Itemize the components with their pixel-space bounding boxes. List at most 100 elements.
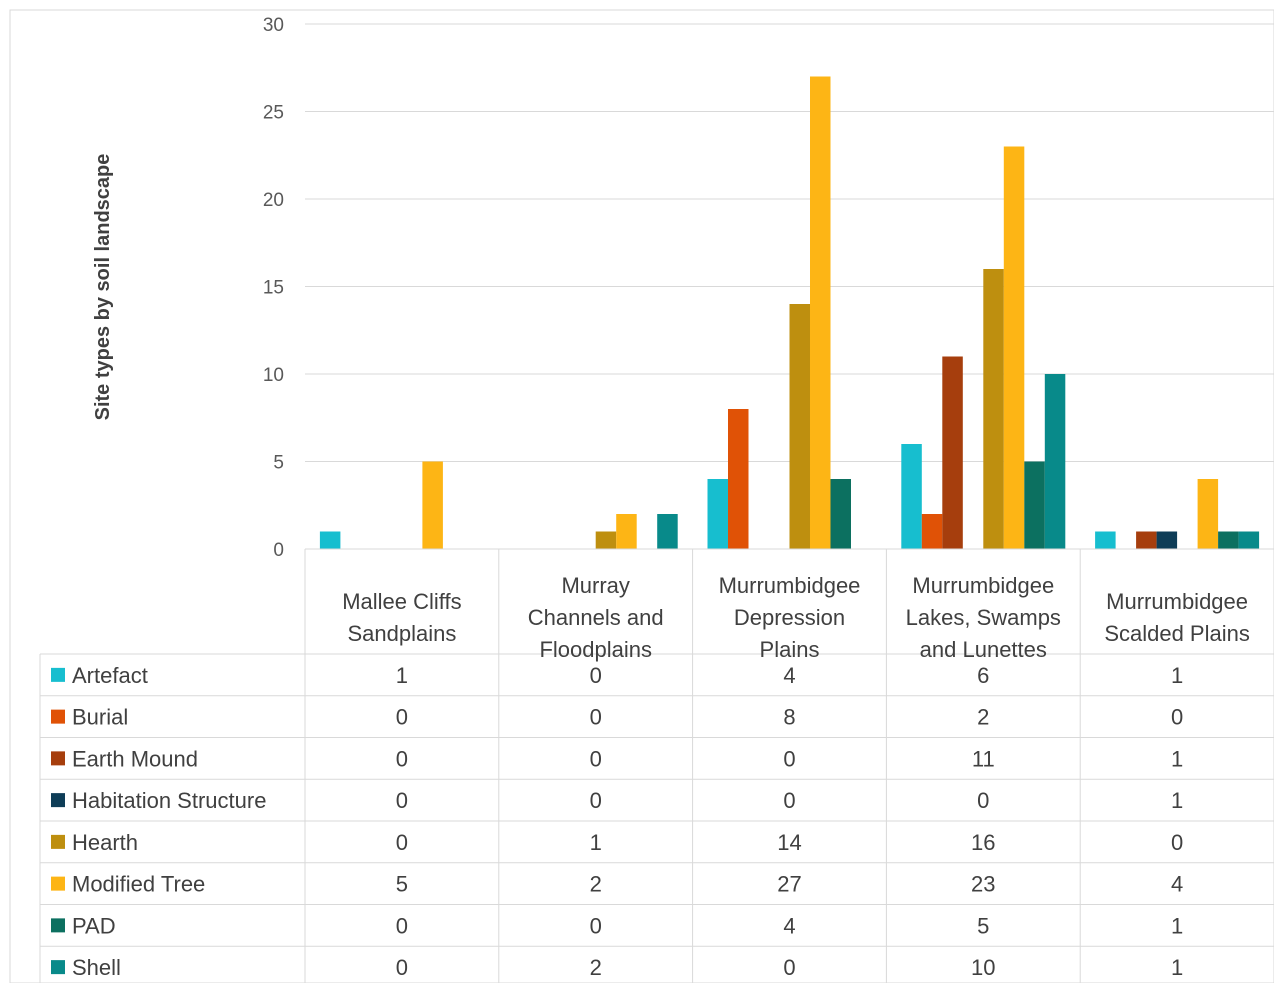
table-value: 23	[971, 872, 995, 897]
bar-shell	[657, 514, 678, 549]
table-value: 0	[590, 705, 602, 730]
table-value: 1	[396, 663, 408, 688]
category-label: Depression	[734, 605, 845, 630]
bar-hearth	[595, 531, 617, 549]
bar-earth-mound	[1136, 531, 1157, 549]
category-label: and Lunettes	[920, 637, 1047, 662]
table-value: 0	[783, 746, 795, 771]
category-label: Murrumbidgee	[912, 573, 1054, 598]
bar-artefact	[707, 479, 728, 549]
table-value: 0	[396, 913, 408, 938]
bar-shell	[1044, 374, 1066, 549]
series-name: PAD	[72, 913, 116, 938]
category-label: Floodplains	[539, 637, 652, 662]
table-value: 0	[783, 788, 795, 813]
table-value: 1	[590, 830, 602, 855]
table-value: 0	[1171, 705, 1183, 730]
bar-pad	[830, 479, 851, 549]
legend-key	[51, 876, 65, 891]
category-label: Murray	[561, 573, 629, 598]
y-tick-label: 10	[263, 365, 284, 386]
bar-earth-mound	[942, 356, 963, 549]
table-value: 0	[590, 788, 602, 813]
y-tick-label: 30	[263, 15, 284, 36]
bar-artefact	[319, 531, 341, 549]
series-name: Modified Tree	[72, 872, 205, 897]
series-name: Earth Mound	[72, 746, 198, 771]
table-value: 0	[396, 788, 408, 813]
category-label: Murrumbidgee	[1106, 589, 1248, 614]
y-tick-label: 20	[263, 190, 284, 211]
table-value: 0	[783, 955, 795, 980]
table-value: 4	[783, 913, 795, 938]
legend-key	[51, 793, 65, 808]
table-value: 0	[396, 746, 408, 771]
legend-key	[51, 918, 65, 933]
bar-artefact	[901, 444, 922, 549]
table-value: 0	[977, 788, 989, 813]
table-value: 11	[972, 746, 995, 771]
table-value: 2	[590, 872, 602, 897]
y-axis-title: Site types by soil landscape	[92, 154, 114, 421]
y-tick-label: 0	[273, 540, 284, 561]
table-value: 1	[1171, 746, 1183, 771]
table-value: 14	[777, 830, 801, 855]
bar-pad	[1024, 461, 1045, 549]
category-label: Mallee Cliffs	[342, 589, 461, 614]
table-value: 0	[396, 830, 408, 855]
table-value: 5	[977, 913, 989, 938]
legend-key	[51, 834, 65, 849]
legend-key	[51, 709, 65, 724]
table-value: 10	[971, 955, 995, 980]
category-label: Plains	[760, 637, 820, 662]
table-value: 16	[971, 830, 995, 855]
bar-modified-tree	[616, 514, 637, 549]
table-value: 0	[590, 663, 602, 688]
y-tick-label: 5	[273, 453, 284, 474]
bar-artefact	[1095, 531, 1116, 549]
data-table: Mallee Cliffs Sandplains Murray Channels an…	[39, 548, 1274, 983]
series-name: Hearth	[72, 830, 138, 855]
table-value: 27	[777, 872, 801, 897]
table-value: 2	[977, 705, 989, 730]
table-value: 0	[396, 955, 408, 980]
bars	[319, 76, 1260, 549]
table-value: 0	[396, 705, 408, 730]
table-value: 1	[1171, 955, 1183, 980]
legend-key	[51, 667, 65, 682]
chart-area-border	[9, 9, 1274, 983]
bar-hearth	[789, 304, 810, 549]
legend-key	[51, 960, 65, 975]
category-label: Lakes, Swamps	[906, 605, 1061, 630]
bar-burial	[728, 409, 749, 549]
category-label: Scalded Plains	[1104, 621, 1250, 646]
category-label: Murrumbidgee	[719, 573, 861, 598]
bar-modified-tree	[1003, 146, 1025, 549]
y-axis-tick-labels: 0 5 10 15 20 25 30	[263, 15, 284, 561]
y-tick-label: 15	[263, 278, 284, 299]
table-value: 2	[590, 955, 602, 980]
table-value: 1	[1171, 788, 1183, 813]
series-name: Burial	[72, 705, 128, 730]
legend-key	[51, 751, 65, 766]
series-name: Shell	[72, 955, 121, 980]
bar-burial	[921, 514, 943, 549]
series-name: Habitation Structure	[72, 788, 266, 813]
table-value: 1	[1171, 913, 1183, 938]
table-value: 0	[1171, 830, 1183, 855]
table-value: 5	[396, 872, 408, 897]
table-value: 1	[1171, 663, 1183, 688]
bar-modified-tree	[422, 461, 443, 549]
table-value: 4	[1171, 872, 1183, 897]
bar-modified-tree	[810, 76, 831, 549]
table-value: 4	[783, 663, 795, 688]
category-label: Sandplains	[347, 621, 456, 646]
bar-pad	[1218, 531, 1239, 549]
series-name: Artefact	[72, 663, 148, 688]
table-value: 0	[590, 746, 602, 771]
table-value: 0	[590, 913, 602, 938]
bar-modified-tree	[1197, 479, 1219, 549]
category-label: Channels and	[528, 605, 664, 630]
bar-shell	[1238, 531, 1260, 549]
